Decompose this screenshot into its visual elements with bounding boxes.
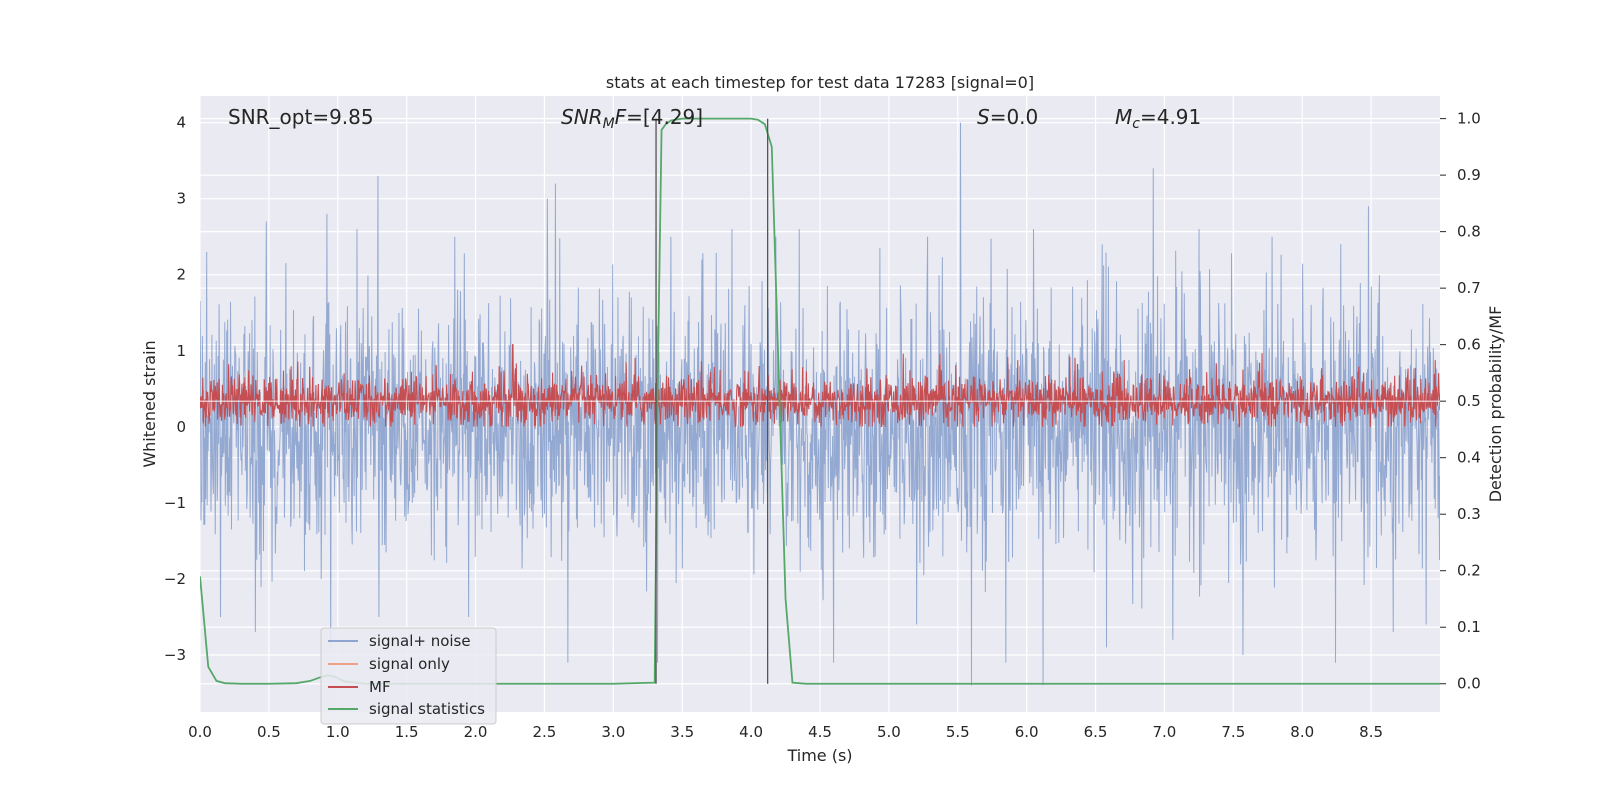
y-tick-label: 2 xyxy=(176,266,186,284)
x-tick-label: 3.5 xyxy=(670,723,694,741)
y-tick-label: 3 xyxy=(176,190,186,208)
s-main: S xyxy=(977,105,990,129)
y2-tick-label: 0.6 xyxy=(1457,336,1481,354)
x-tick-label: 1.0 xyxy=(326,723,350,741)
y2-tick-label: 0.1 xyxy=(1457,618,1481,636)
snr-mf-value: =[4.29] xyxy=(626,105,703,129)
y2-tick-label: 1.0 xyxy=(1457,110,1481,128)
x-tick-label: 2.5 xyxy=(533,723,557,741)
y2-tick-label: 0.7 xyxy=(1457,279,1481,297)
y2-axis-label: Detection probability/MF xyxy=(1486,306,1505,503)
x-tick-label: 4.5 xyxy=(808,723,832,741)
annotation-snr-opt: SNR_opt=9.85 xyxy=(228,105,374,129)
mc-value: =4.91 xyxy=(1140,105,1201,129)
y2-tick-labels: 1.0 0.9 0.8 0.7 0.6 0.5 0.4 0.3 0.2 0.1 0.0 xyxy=(1440,110,1481,693)
y2-tick-label: 0.4 xyxy=(1457,449,1481,467)
mc-sub: c xyxy=(1132,116,1140,132)
series-signal-noise-line xyxy=(200,122,1440,686)
y-tick-label: −2 xyxy=(164,570,186,588)
annotation-mc: Mc=4.91 xyxy=(1115,105,1201,132)
legend-label-signal-only: signal only xyxy=(369,655,450,673)
y2-tick-label: 0.5 xyxy=(1457,392,1481,410)
legend-box xyxy=(320,627,497,725)
snr-mf-rest: F xyxy=(615,105,627,129)
x-tick-label: 3.0 xyxy=(601,723,625,741)
legend: signal+ noise signal only MF signal stat… xyxy=(320,627,497,725)
x-tick-label: 5.5 xyxy=(946,723,970,741)
y-tick-label: 1 xyxy=(176,342,186,360)
x-tick-label: 2.0 xyxy=(464,723,488,741)
y2-tick-label: 0.0 xyxy=(1457,675,1481,693)
x-tick-label: 0.5 xyxy=(257,723,281,741)
y-axis-label: Whitened strain xyxy=(140,340,159,467)
x-tick-label: 0.0 xyxy=(188,723,212,741)
x-tick-label: 5.0 xyxy=(877,723,901,741)
x-tick-label: 1.5 xyxy=(395,723,419,741)
x-tick-label: 7.0 xyxy=(1153,723,1177,741)
y-tick-label: −3 xyxy=(164,646,186,664)
snr-mf-sub: M xyxy=(603,116,615,132)
x-tick-labels: 0.0 0.5 1.0 1.5 2.0 2.5 3.0 3.5 4.0 4.5 5.0 5.5 6.0 6… xyxy=(188,723,1383,741)
x-tick-label: 8.5 xyxy=(1359,723,1383,741)
x-tick-label: 6.5 xyxy=(1084,723,1108,741)
y-tick-label: 0 xyxy=(176,418,186,436)
x-tick-label: 7.5 xyxy=(1221,723,1245,741)
y2-tick-label: 0.3 xyxy=(1457,505,1481,523)
s-value: =0.0 xyxy=(990,105,1039,129)
x-tick-label: 8.0 xyxy=(1290,723,1314,741)
x-axis-label: Time (s) xyxy=(786,746,852,765)
y-tick-label: −1 xyxy=(164,494,186,512)
series-mf-line xyxy=(200,344,1440,428)
x-tick-label: 6.0 xyxy=(1015,723,1039,741)
annotation-s: S=0.0 xyxy=(977,105,1038,129)
mc-main: M xyxy=(1115,105,1132,129)
y-tick-label: 4 xyxy=(176,114,186,132)
legend-label-signal-noise: signal+ noise xyxy=(369,632,471,650)
series-layer xyxy=(200,117,1440,686)
y-tick-labels: 4 3 2 1 0 −1 −2 −3 xyxy=(164,114,186,664)
x-tick-label: 4.0 xyxy=(739,723,763,741)
legend-label-mf: MF xyxy=(369,678,391,696)
y2-tick-label: 0.9 xyxy=(1457,166,1481,184)
y2-tick-label: 0.2 xyxy=(1457,562,1481,580)
legend-label-signal-statistics: signal statistics xyxy=(369,700,485,718)
chart-title: stats at each timestep for test data 172… xyxy=(606,73,1034,92)
snr-mf-main: SNR xyxy=(561,105,603,129)
annotation-snr-mf: SNRMF=[4.29] xyxy=(561,105,703,132)
series-signal-statistics-line xyxy=(200,117,1440,685)
y2-tick-label: 0.8 xyxy=(1457,223,1481,241)
vertical-markers xyxy=(655,118,769,684)
